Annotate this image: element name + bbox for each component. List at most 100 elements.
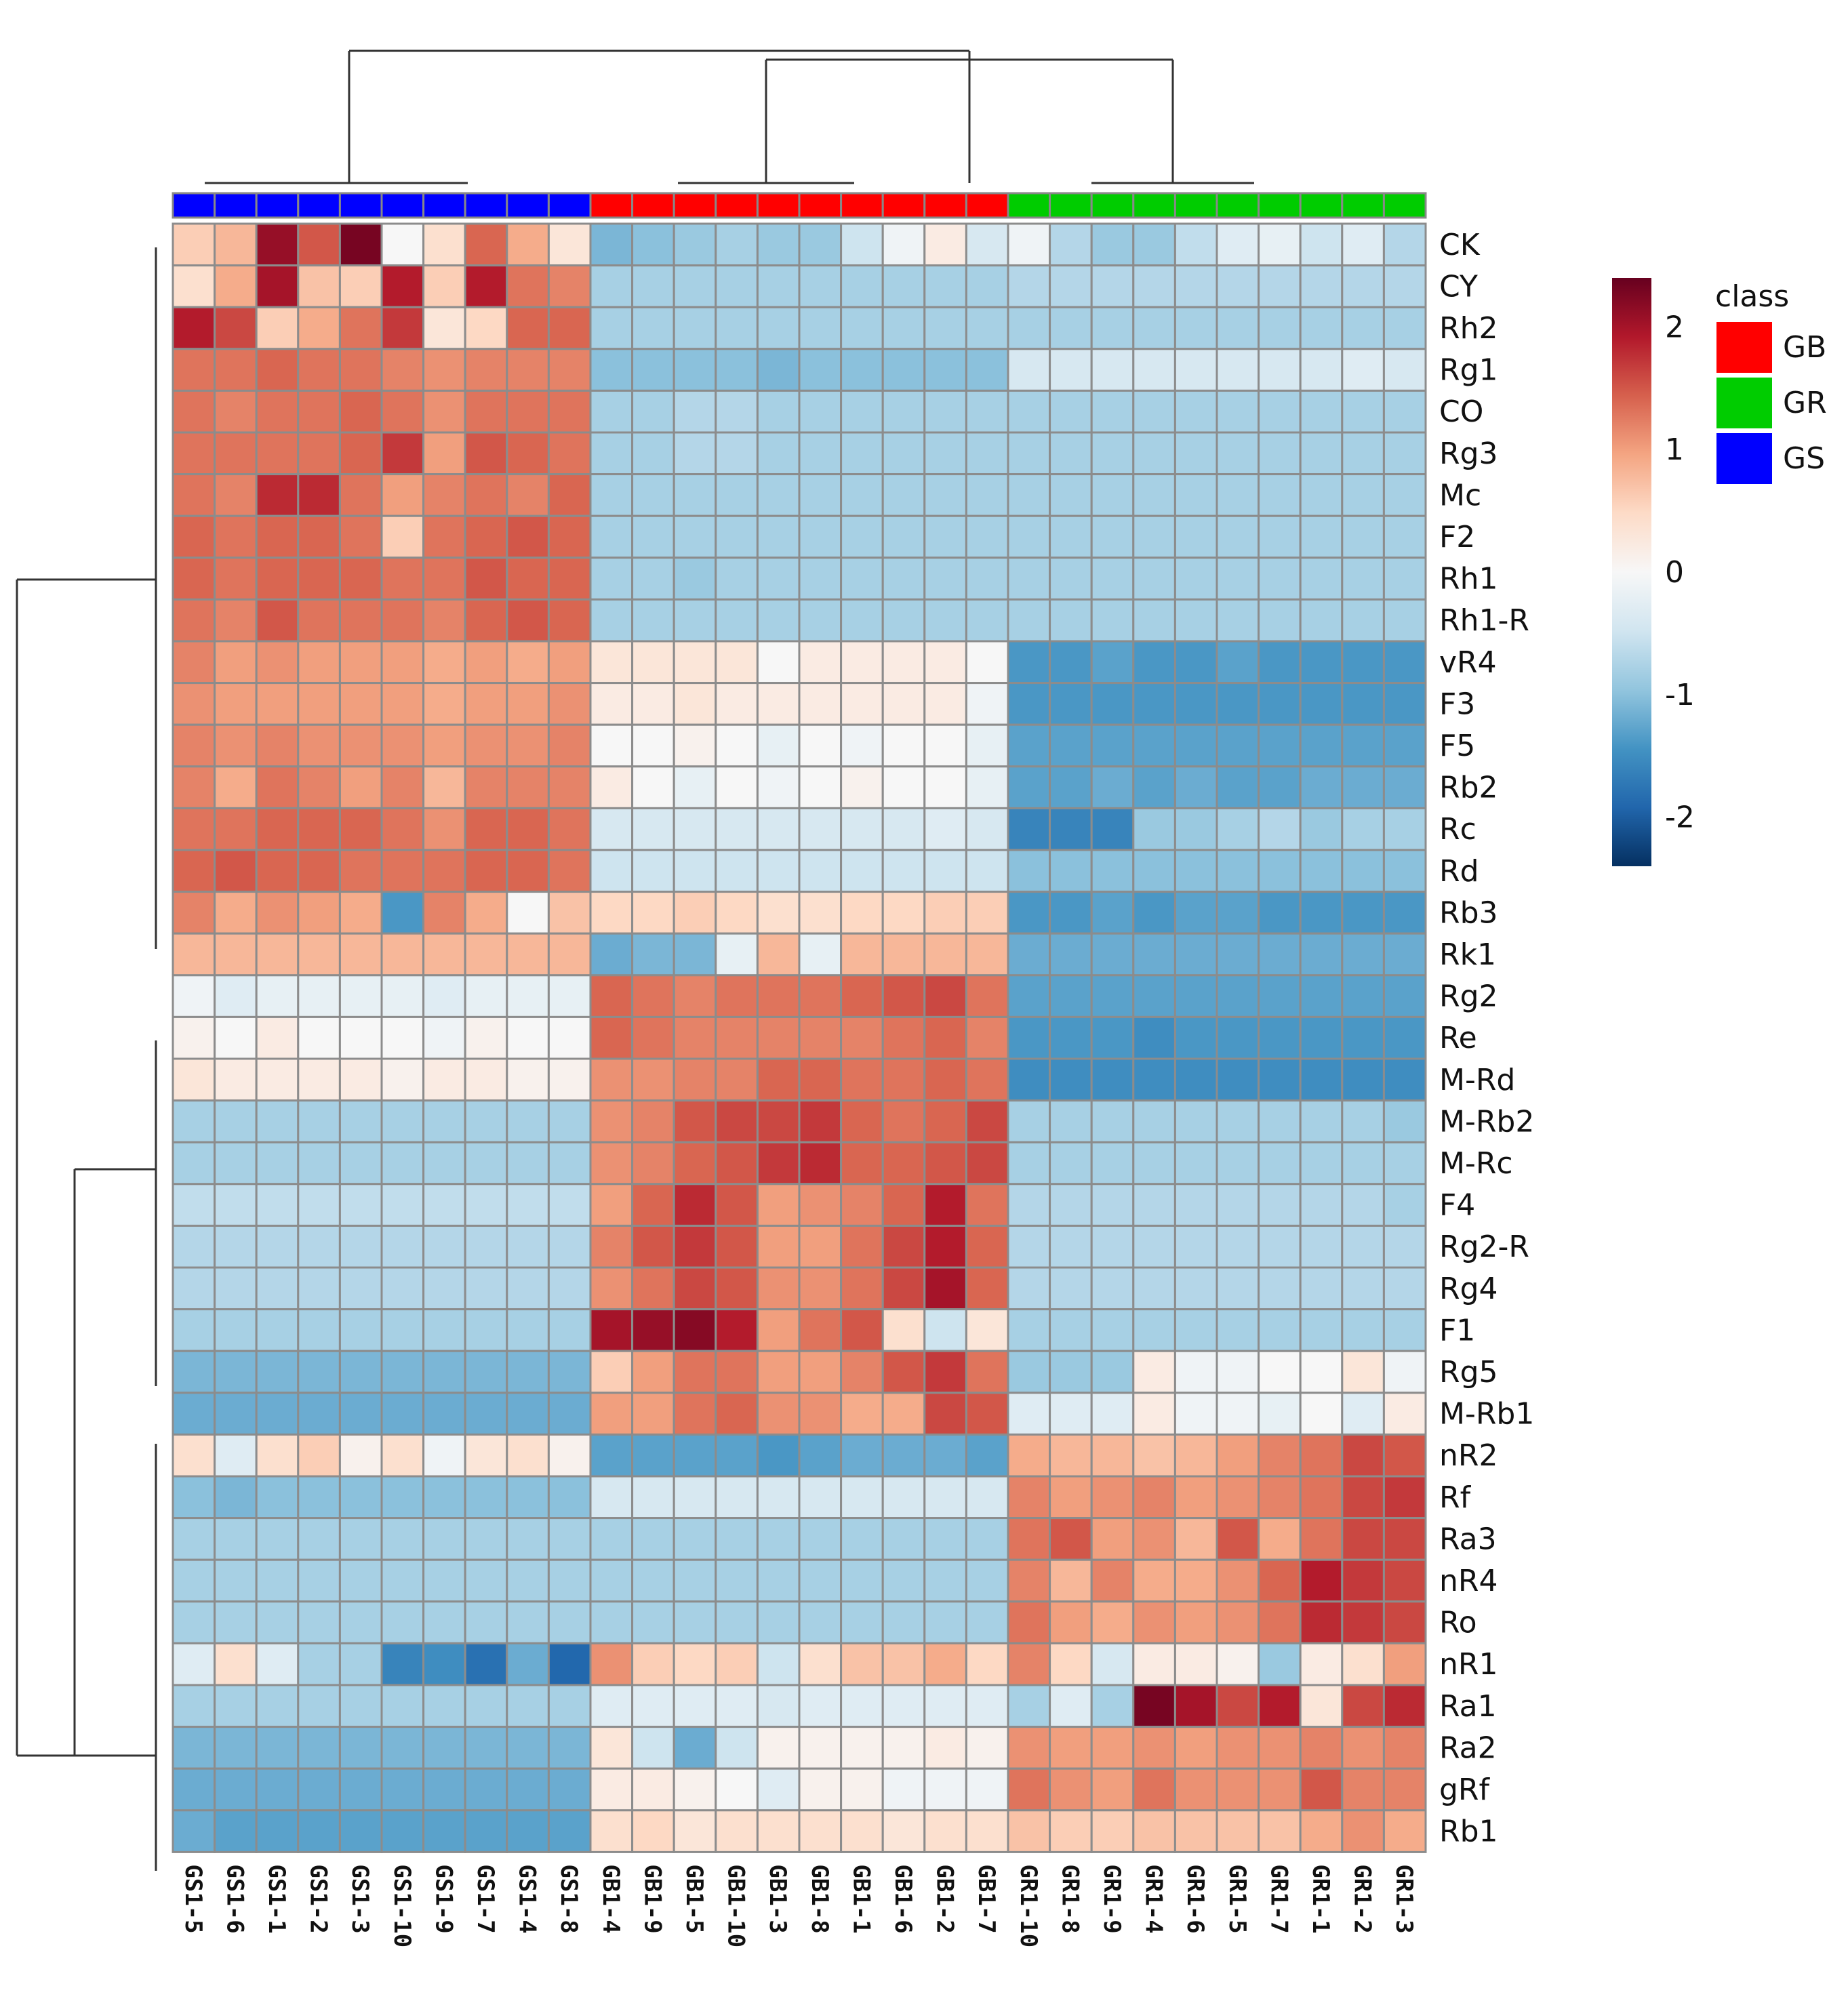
- heatmap-cell-nR2-GR1-8: [1049, 1433, 1093, 1478]
- heatmap-cell-Rh1-GB1-7: [965, 556, 1009, 601]
- heatmap-cell-vR4-GB1-3: [756, 640, 801, 685]
- heatmap-cell-F3-GR1-9: [1090, 682, 1135, 726]
- heatmap-cell-F3-GR1-10: [1007, 682, 1051, 726]
- heatmap-cell-M-Rc-GB1-7: [965, 1141, 1009, 1186]
- heatmap-cell-Rf-GR1-2: [1341, 1475, 1385, 1520]
- heatmap-cell-M-Rd-GR1-6: [1173, 1057, 1218, 1102]
- heatmap-cell-Ra3-GR1-9: [1090, 1517, 1135, 1561]
- heatmap-cell-CK-GS1-6: [214, 222, 258, 267]
- heatmap-cell-Rb1-GR1-3: [1382, 1809, 1427, 1853]
- heatmap-cell-M-Rd-GS1-9: [422, 1057, 466, 1102]
- heatmap-cell-Rc-GB1-6: [881, 807, 926, 851]
- heatmap-cell-CY-GB1-4: [589, 264, 634, 308]
- heatmap-cell-Rg1-GR1-10: [1007, 348, 1051, 392]
- heatmap-cell-Rg5-GR1-6: [1173, 1350, 1218, 1394]
- heatmap-cell-F1-GR1-3: [1382, 1308, 1427, 1352]
- heatmap-cell-Ra1-GR1-9: [1090, 1684, 1135, 1728]
- heatmap-cell-Rb2-GB1-2: [923, 765, 967, 809]
- row-label-Rd: Rd: [1439, 854, 1479, 889]
- heatmap-cell-gRf-GB1-4: [589, 1767, 634, 1812]
- heatmap-cell-Rg4-GS1-8: [547, 1266, 592, 1311]
- heatmap-cell-Rb2-GB1-10: [715, 765, 759, 809]
- heatmap-cell-Rb1-GS1-4: [506, 1809, 550, 1853]
- heatmap-cell-CO-GS1-10: [380, 389, 425, 434]
- heatmap-cell-Rg5-GB1-8: [798, 1350, 843, 1394]
- heatmap-cell-Rg2-GB1-10: [715, 974, 759, 1018]
- heatmap-cell-Rb2-GB1-8: [798, 765, 843, 809]
- heatmap-cell-Ra3-GS1-8: [547, 1517, 592, 1561]
- class-bar-cell-GR1-7: [1258, 192, 1302, 219]
- heatmap-cell-nR4-GS1-9: [422, 1558, 466, 1603]
- heatmap-cell-nR2-GR1-1: [1299, 1433, 1344, 1478]
- heatmap-cell-vR4-GR1-9: [1090, 640, 1135, 685]
- heatmap-cell-F3-GS1-5: [172, 682, 216, 726]
- heatmap-cell-M-Rb1-GR1-6: [1173, 1392, 1218, 1436]
- heatmap-cell-F2-GS1-9: [422, 514, 466, 559]
- heatmap-cell-Rb1-GS1-3: [338, 1809, 383, 1853]
- heatmap-cell-CK-GB1-3: [756, 222, 801, 267]
- heatmap-cell-Rh1-GS1-2: [297, 556, 341, 601]
- heatmap-cell-F5-GB1-4: [589, 723, 634, 768]
- heatmap-cell-vR4-GR1-5: [1216, 640, 1260, 685]
- heatmap-cell-M-Rb2-GB1-2: [923, 1099, 967, 1143]
- heatmap-cell-Rg4-GB1-1: [840, 1266, 884, 1311]
- heatmap-cell-Ro-GS1-7: [464, 1600, 508, 1644]
- heatmap-cell-Rg3-GB1-1: [840, 431, 884, 476]
- heatmap-cell-CK-GB1-4: [589, 222, 634, 267]
- heatmap-cell-Rh2-GR1-6: [1173, 306, 1218, 350]
- heatmap-cell-M-Rb2-GS1-1: [255, 1099, 300, 1143]
- heatmap-cell-nR2-GS1-1: [255, 1433, 300, 1478]
- heatmap-cell-Mc-GS1-4: [506, 473, 550, 517]
- heatmap-cell-Ra3-GB1-8: [798, 1517, 843, 1561]
- heatmap-cell-Mc-GR1-4: [1132, 473, 1176, 517]
- heatmap-cell-Ra1-GB1-8: [798, 1684, 843, 1728]
- heatmap-cell-Rd-GR1-4: [1132, 849, 1176, 893]
- heatmap-cell-Rg2-GR1-8: [1049, 974, 1093, 1018]
- heatmap-cell-Rg4-GR1-5: [1216, 1266, 1260, 1311]
- heatmap-cell-M-Rb1-GR1-1: [1299, 1392, 1344, 1436]
- heatmap-cell-gRf-GS1-4: [506, 1767, 550, 1812]
- heatmap-cell-Ra2-GB1-8: [798, 1726, 843, 1770]
- heatmap-cell-gRf-GS1-3: [338, 1767, 383, 1812]
- heatmap-cell-Ro-GR1-5: [1216, 1600, 1260, 1644]
- heatmap-cell-Rh1-R-GR1-1: [1299, 598, 1344, 643]
- heatmap-cell-Rc-GS1-1: [255, 807, 300, 851]
- heatmap-cell-nR2-GB1-1: [840, 1433, 884, 1478]
- heatmap-cell-Rb3-GB1-2: [923, 891, 967, 935]
- heatmap-cell-Rh1-GS1-7: [464, 556, 508, 601]
- heatmap-cell-vR4-GR1-8: [1049, 640, 1093, 685]
- heatmap-cell-Rb1-GR1-7: [1258, 1809, 1302, 1853]
- heatmap-cell-M-Rc-GR1-10: [1007, 1141, 1051, 1186]
- heatmap-cell-Re-GS1-3: [338, 1015, 383, 1060]
- heatmap-cell-Rd-GS1-10: [380, 849, 425, 893]
- heatmap-cell-M-Rc-GR1-9: [1090, 1141, 1135, 1186]
- heatmap-cell-Re-GR1-6: [1173, 1015, 1218, 1060]
- heatmap-cell-Ra3-GS1-5: [172, 1517, 216, 1561]
- heatmap-cell-Rg1-GS1-10: [380, 348, 425, 392]
- heatmap-cell-Ra1-GS1-7: [464, 1684, 508, 1728]
- col-label-GS1-4: GS1-4: [514, 1864, 541, 1933]
- row-dendro-lower-branch: [73, 1168, 156, 1757]
- heatmap-cell-Ra2-GS1-3: [338, 1726, 383, 1770]
- heatmap-cell-F3-GS1-10: [380, 682, 425, 726]
- heatmap-cell-M-Rd-GS1-1: [255, 1057, 300, 1102]
- class-bar-cell-GB1-3: [756, 192, 801, 219]
- heatmap-cell-Rh1-GR1-6: [1173, 556, 1218, 601]
- heatmap-cell-Rk1-GR1-9: [1090, 932, 1135, 977]
- heatmap-cell-Rg4-GB1-8: [798, 1266, 843, 1311]
- heatmap-cell-Rg5-GB1-1: [840, 1350, 884, 1394]
- heatmap-cell-Rh2-GR1-4: [1132, 306, 1176, 350]
- heatmap-cell-CK-GS1-10: [380, 222, 425, 267]
- heatmap-cell-Ro-GB1-7: [965, 1600, 1009, 1644]
- heatmap-cell-Ro-GR1-1: [1299, 1600, 1344, 1644]
- class-bar-cell-GS1-7: [464, 192, 508, 219]
- heatmap-cell-Rg4-GR1-3: [1382, 1266, 1427, 1311]
- heatmap-cell-Rk1-GR1-3: [1382, 932, 1427, 977]
- heatmap-cell-Rg4-GB1-2: [923, 1266, 967, 1311]
- heatmap-cell-Rh2-GS1-10: [380, 306, 425, 350]
- heatmap-cell-gRf-GB1-1: [840, 1767, 884, 1812]
- heatmap-cell-CY-GS1-9: [422, 264, 466, 308]
- heatmap-cell-Rg2-GB1-8: [798, 974, 843, 1018]
- heatmap-cell-Rg4-GR1-7: [1258, 1266, 1302, 1311]
- heatmap-cell-Rg5-GR1-1: [1299, 1350, 1344, 1394]
